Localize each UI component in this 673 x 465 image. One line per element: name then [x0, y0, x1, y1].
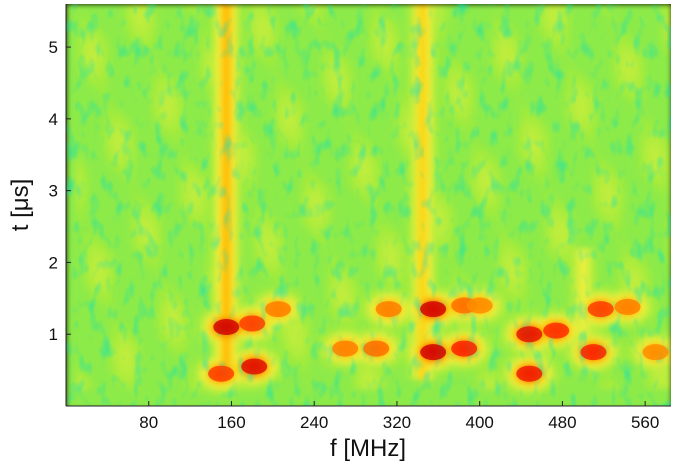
plot-area [66, 4, 671, 406]
